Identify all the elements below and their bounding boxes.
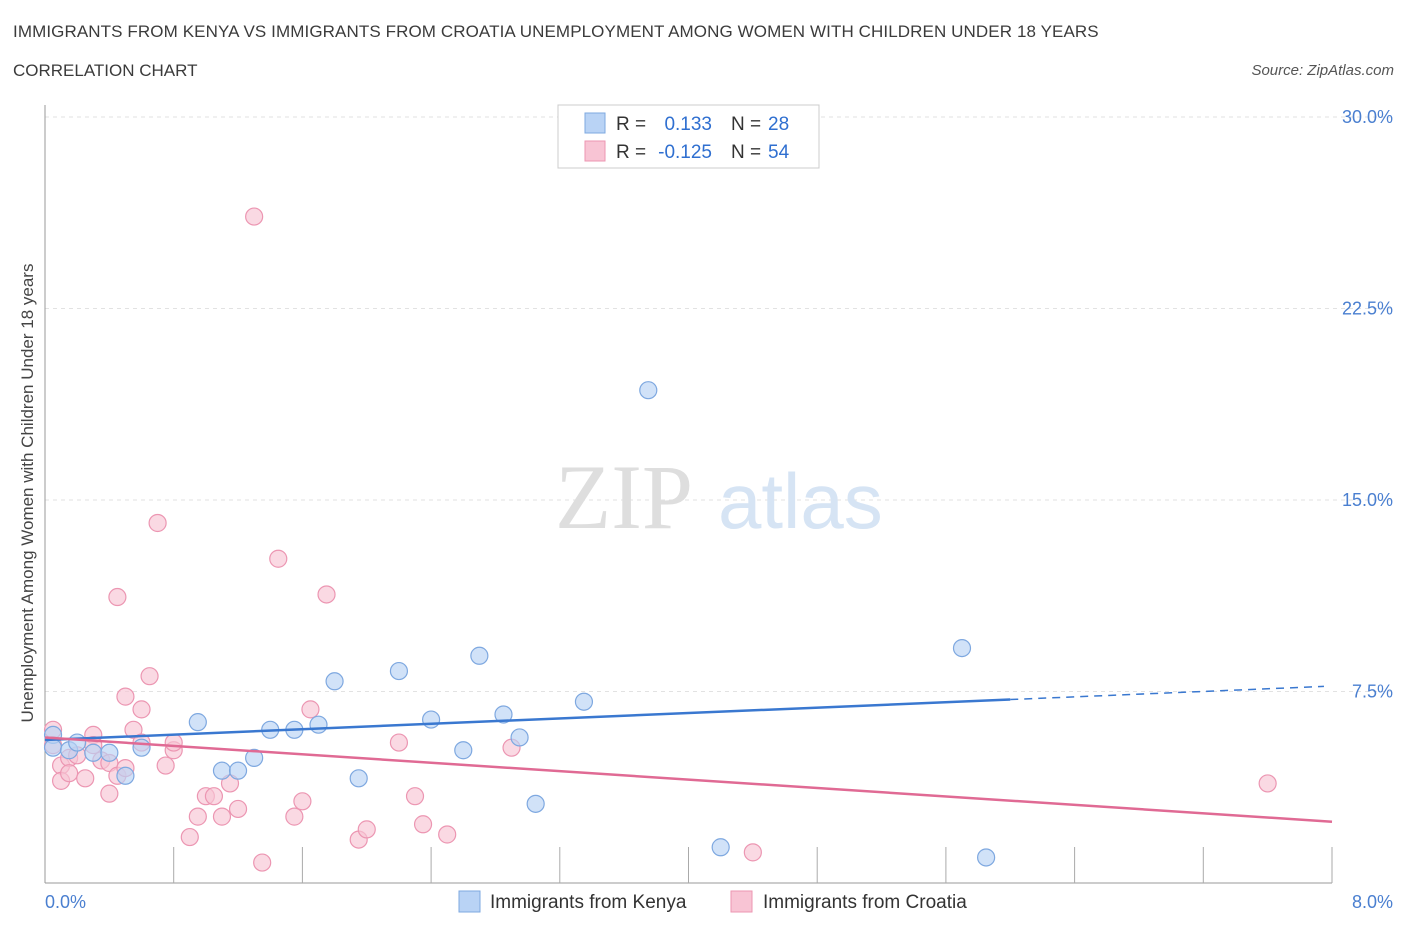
croatia-point — [438, 825, 457, 844]
croatia-point — [357, 820, 376, 839]
kenya-point — [526, 794, 545, 813]
croatia-point — [285, 807, 304, 826]
series-legend-label-kenya: Immigrants from Kenya — [490, 892, 687, 913]
x-tick-label-min: 0.0% — [45, 892, 86, 912]
y-tick-label: 15.0% — [1342, 490, 1393, 510]
kenya-point — [494, 705, 513, 724]
kenya-point — [245, 748, 264, 767]
kenya-point — [188, 713, 207, 732]
kenya-point — [325, 672, 344, 691]
croatia-point — [245, 207, 264, 226]
series-legend-label-croatia: Immigrants from Croatia — [763, 892, 967, 913]
croatia-point — [413, 815, 433, 834]
kenya-trend-line — [44, 698, 1011, 742]
croatia-point — [293, 792, 312, 811]
kenya-point — [389, 661, 409, 681]
croatia-point — [1258, 774, 1277, 793]
y-tick-label: 22.5% — [1342, 299, 1393, 319]
croatia-point — [405, 787, 425, 806]
grid-lines — [45, 116, 1392, 692]
croatia-point — [148, 513, 167, 533]
croatia-point — [220, 774, 240, 793]
kenya-point — [454, 741, 473, 760]
chart-title: IMMIGRANTS FROM KENYA VS IMMIGRANTS FROM… — [13, 22, 1099, 41]
legend-n-value-croatia: 54 — [768, 142, 790, 163]
stats-legend: R = 0.133 N = 28 R = -0.125 N = 54 — [557, 104, 820, 169]
kenya-point — [309, 715, 328, 734]
kenya-point — [422, 710, 441, 729]
legend-swatch-croatia — [584, 140, 606, 162]
trend-lines — [44, 685, 1333, 823]
kenya-point — [952, 638, 972, 658]
y-tick-label: 30.0% — [1342, 107, 1393, 127]
croatia-point — [116, 687, 135, 706]
chart-subtitle: CORRELATION CHART — [13, 61, 198, 80]
kenya-point — [711, 838, 730, 857]
croatia-point — [132, 700, 151, 719]
source-label: Source: ZipAtlas.com — [1251, 62, 1394, 79]
watermark-atlas: atlas — [718, 457, 883, 545]
croatia-point — [389, 733, 409, 752]
croatia-point — [301, 700, 320, 719]
watermark-zip: ZIP — [555, 446, 693, 548]
legend-r-value-croatia: -0.125 — [658, 142, 712, 163]
croatia-point — [60, 764, 79, 783]
kenya-point — [132, 738, 151, 757]
y-axis-label: Unemployment Among Women with Children U… — [18, 264, 37, 723]
kenya-point — [68, 733, 87, 752]
x-tick-label-max: 8.0% — [1352, 892, 1393, 912]
kenya-point — [212, 761, 232, 780]
croatia-point — [124, 720, 143, 739]
kenya-point — [470, 646, 489, 665]
kenya-points — [43, 381, 996, 867]
y-tick-label: 7.5% — [1352, 682, 1393, 702]
croatia-point — [204, 787, 224, 806]
x-tick-marks — [173, 847, 1333, 883]
croatia-point — [188, 807, 207, 826]
y-tick-labels: 7.5% 15.0% 22.5% 30.0% — [1342, 107, 1393, 702]
legend-n-value-kenya: 28 — [768, 114, 789, 135]
croatia-point — [76, 769, 95, 788]
croatia-point — [269, 549, 288, 568]
croatia-point — [180, 827, 199, 847]
kenya-point — [510, 728, 529, 747]
croatia-point — [743, 843, 762, 862]
croatia-point — [164, 733, 183, 752]
croatia-trend-line — [44, 736, 1333, 823]
croatia-point — [156, 756, 175, 775]
series-legend-swatch-croatia — [730, 890, 753, 913]
kenya-point — [349, 769, 368, 788]
series-legend: Immigrants from Kenya Immigrants from Cr… — [458, 890, 967, 913]
kenya-trend-line-extension — [1010, 685, 1324, 701]
series-legend-swatch-kenya — [458, 890, 481, 913]
croatia-point — [228, 799, 248, 819]
croatia-point — [253, 853, 272, 872]
croatia-point — [100, 784, 119, 803]
legend-n-label-croatia: N = — [731, 142, 761, 163]
kenya-point — [100, 743, 119, 762]
croatia-point — [140, 667, 159, 686]
kenya-point — [84, 743, 103, 762]
kenya-point — [116, 766, 135, 785]
croatia-point — [317, 585, 336, 604]
legend-swatch-kenya — [584, 112, 606, 134]
kenya-point — [228, 761, 248, 780]
legend-r-label-croatia: R = — [616, 142, 646, 163]
kenya-point — [639, 381, 658, 400]
legend-r-label-kenya: R = — [616, 114, 646, 135]
kenya-point — [574, 692, 594, 711]
legend-r-value-kenya: 0.133 — [664, 114, 712, 135]
croatia-point — [108, 587, 127, 607]
kenya-point — [977, 848, 996, 867]
legend-n-label-kenya: N = — [731, 114, 761, 135]
croatia-point — [212, 807, 232, 826]
kenya-point — [43, 738, 63, 757]
